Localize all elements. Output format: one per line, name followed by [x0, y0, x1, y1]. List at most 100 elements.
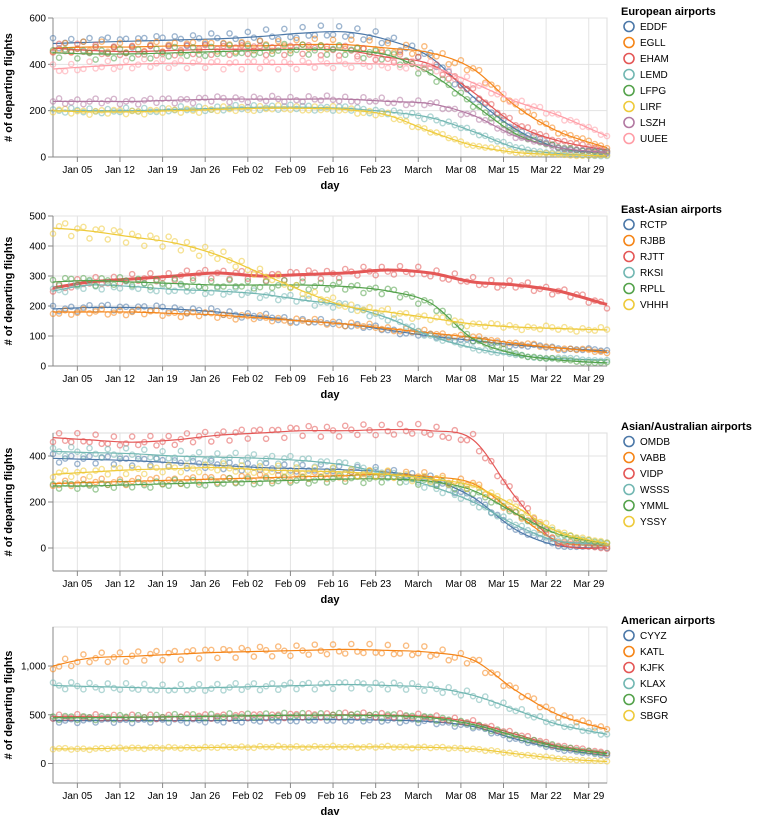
data-point: [317, 106, 325, 114]
data-point: [603, 358, 611, 366]
chart-panel-1: Jan 05 Jan 12 Jan 19 Jan 26 Feb 02 Feb 09 Feb …: [3, 6, 716, 192]
data-point: [494, 492, 501, 500]
trend-line: [52, 284, 608, 361]
data-point: [317, 433, 325, 440]
data-point: [408, 60, 416, 68]
data-point: [500, 112, 507, 120]
data-point: [195, 468, 203, 476]
data-point: [220, 711, 227, 719]
data-point: [445, 81, 453, 89]
data-point: [214, 107, 221, 115]
data-point: [214, 255, 221, 263]
data-point: [475, 447, 483, 455]
data-point: [104, 49, 112, 57]
data-point: [488, 81, 495, 88]
data-point: [317, 42, 325, 49]
data-point: [354, 53, 361, 60]
data-point: [335, 278, 343, 286]
data-point: [250, 714, 258, 721]
x-tick-label: Mar 15: [488, 374, 520, 385]
legend-label: YSSY: [640, 517, 667, 528]
data-point: [214, 466, 221, 474]
data-point: [220, 283, 227, 290]
data-point: [226, 276, 233, 284]
data-point: [244, 646, 252, 654]
data-point: [80, 651, 87, 658]
data-point: [530, 529, 538, 537]
data-point: [360, 289, 367, 297]
data-point: [159, 438, 166, 446]
data-point: [451, 121, 459, 129]
data-point: [177, 313, 185, 321]
data-point: [159, 56, 166, 63]
data-point: [104, 34, 112, 41]
data-point: [195, 34, 203, 42]
legend-swatch: [623, 298, 635, 311]
data-point: [512, 121, 519, 129]
data-point: [494, 138, 501, 145]
data-point: [402, 642, 410, 650]
data-point: [396, 262, 404, 270]
data-point: [171, 309, 179, 317]
data-point: [232, 263, 239, 270]
data-point: [281, 25, 288, 33]
data-point: [262, 435, 270, 443]
data-point: [134, 275, 142, 283]
data-point: [128, 230, 136, 238]
data-point: [317, 51, 325, 59]
legend-swatch: [623, 20, 635, 33]
data-point: [268, 33, 276, 40]
x-tick-label: Feb 02: [232, 791, 264, 802]
data-point: [128, 107, 136, 115]
data-point: [159, 243, 166, 250]
data-point: [226, 308, 233, 315]
data-point: [183, 238, 191, 246]
data-point: [86, 235, 93, 242]
data-point: [74, 225, 81, 232]
x-tick-label: Jan 19: [148, 579, 178, 590]
data-point: [305, 710, 312, 717]
y-tick-label: 600: [29, 14, 46, 25]
trend-line: [52, 718, 608, 757]
data-point: [414, 300, 422, 308]
data-point: [554, 326, 562, 333]
y-tick-label: 0: [40, 544, 46, 555]
data-point: [74, 460, 81, 468]
x-tick-label: Feb 02: [232, 579, 264, 590]
data-point: [61, 306, 69, 314]
legend-swatch: [623, 677, 635, 690]
legend-swatch: [623, 515, 635, 528]
data-point: [506, 735, 513, 743]
data-point: [335, 42, 343, 49]
legend-label: EGLL: [640, 38, 666, 49]
data-point: [402, 427, 410, 435]
legend-title: American airports: [621, 615, 715, 627]
data-point: [116, 63, 124, 71]
data-point: [451, 317, 459, 324]
data-point: [354, 303, 361, 311]
data-point: [92, 486, 99, 493]
chart-panel-3: Jan 05 Jan 12 Jan 19 Jan 26 Feb 02 Feb 09 Feb …: [3, 420, 752, 606]
data-point: [281, 51, 288, 59]
data-point: [232, 744, 239, 752]
data-point: [421, 713, 428, 720]
data-point: [189, 32, 197, 39]
data-point: [299, 50, 306, 58]
data-point: [49, 108, 57, 116]
data-point: [421, 332, 428, 339]
data-point: [165, 715, 172, 722]
data-point: [244, 28, 252, 36]
data-point: [110, 43, 118, 50]
data-point: [116, 303, 124, 311]
data-point: [597, 537, 605, 545]
data-point: [414, 97, 422, 104]
x-axis-title: day: [321, 806, 341, 815]
data-point: [378, 479, 386, 486]
data-point: [232, 449, 239, 457]
data-point: [98, 302, 106, 309]
data-point: [201, 711, 209, 718]
data-point: [195, 714, 203, 721]
data-point: [348, 685, 355, 692]
data-point: [384, 39, 392, 47]
data-point: [165, 233, 172, 240]
